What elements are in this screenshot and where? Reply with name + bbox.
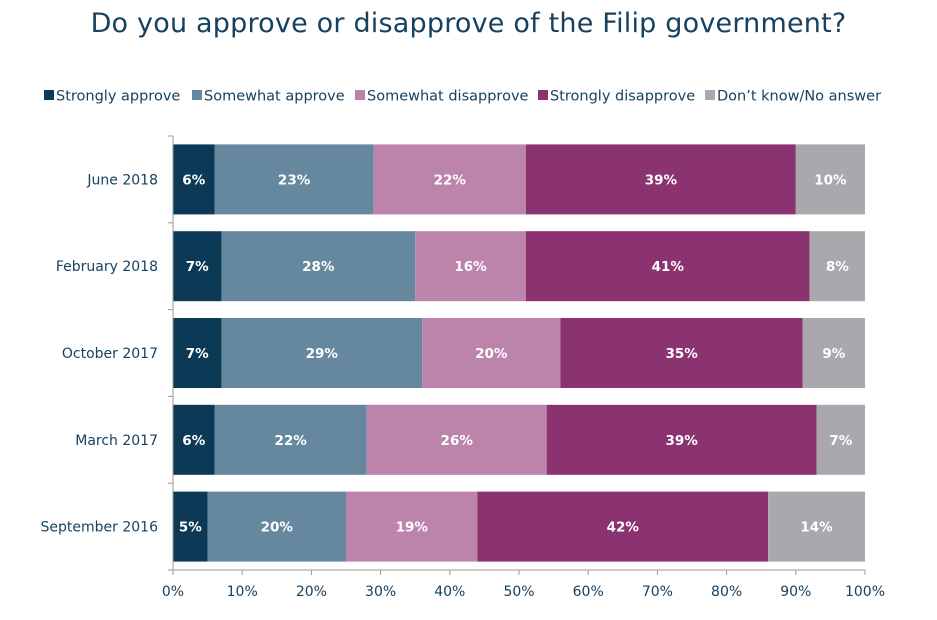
data-label: 29% [306, 346, 339, 362]
data-label: 5% [179, 520, 202, 536]
x-tick-label: 60% [573, 584, 604, 600]
bar-segment [546, 404, 817, 475]
bar-segment [816, 404, 865, 475]
legend-label: Somewhat disapprove [367, 89, 529, 105]
bar-segment [207, 491, 346, 562]
category-label: March 2017 [75, 433, 158, 449]
data-label: 20% [261, 520, 294, 536]
data-label: 16% [454, 259, 487, 275]
bar-segment [809, 231, 865, 302]
bar-segment [214, 144, 374, 215]
bar-segment [415, 231, 526, 302]
data-label: 23% [278, 172, 311, 188]
category-label: September 2016 [41, 520, 159, 536]
bar-row: June 2018 6% 23% 22% 39% 10% [86, 144, 865, 215]
bar-row: February 2018 7% 28% 16% 41% 8% [56, 231, 865, 302]
legend-item: Strongly disapprove [538, 89, 695, 105]
legend-swatch [538, 90, 548, 100]
data-label: 9% [822, 346, 845, 362]
data-label: 22% [274, 433, 307, 449]
bar-segment [768, 491, 865, 562]
bar-row: March 2017 6% 22% 26% 39% 7% [75, 404, 865, 475]
bar-segment [525, 144, 796, 215]
legend-swatch [705, 90, 715, 100]
x-tick-label: 100% [845, 584, 885, 600]
data-label: 41% [652, 259, 685, 275]
x-tick-label: 30% [365, 584, 396, 600]
x-tick-label: 90% [780, 584, 811, 600]
bar-segment [221, 231, 416, 302]
data-label: 19% [396, 520, 429, 536]
axes: 0% 10% 20% 30% 40% 50% 60% 70% 80% 90% 100% [162, 135, 885, 600]
legend-label: Strongly approve [56, 89, 180, 105]
bar-segment [373, 144, 526, 215]
bar-row: October 2017 7% 29% 20% 35% 9% [62, 318, 865, 388]
bar-segment [366, 404, 547, 475]
data-label: 39% [665, 433, 698, 449]
data-label: 7% [186, 259, 209, 275]
bar-segment [214, 404, 367, 475]
data-label: 35% [665, 346, 698, 362]
bar-segment [802, 318, 865, 388]
data-label: 22% [434, 172, 467, 188]
bar-row: September 2016 5% 20% 19% 42% 14% [41, 491, 865, 562]
x-tick-label: 70% [642, 584, 673, 600]
bar-segment [795, 144, 865, 215]
category-label: February 2018 [56, 259, 158, 275]
data-label: 10% [814, 172, 847, 188]
x-tick-label: 20% [296, 584, 327, 600]
legend-swatch [355, 90, 365, 100]
legend-item: Somewhat approve [192, 89, 345, 105]
data-label: 42% [607, 520, 640, 536]
bar-segment [422, 318, 561, 388]
data-label: 14% [800, 520, 833, 536]
data-label: 26% [441, 433, 474, 449]
data-label: 20% [475, 346, 508, 362]
bar-segment [173, 491, 208, 562]
bar-segment [560, 318, 803, 388]
data-label: 6% [182, 433, 205, 449]
data-label: 6% [182, 172, 205, 188]
x-tick-label: 10% [227, 584, 258, 600]
category-label: October 2017 [62, 346, 158, 362]
data-label: 7% [829, 433, 852, 449]
bar-segment [346, 491, 478, 562]
data-label: 7% [186, 346, 209, 362]
x-tick-label: 80% [711, 584, 742, 600]
bars: June 2018 6% 23% 22% 39% 10% February 2018 7% 28… [41, 144, 865, 562]
legend-swatch [44, 90, 54, 100]
bar-segment [173, 144, 215, 215]
x-tick-label: 50% [503, 584, 534, 600]
bar-segment [525, 231, 810, 302]
bar-segment [173, 404, 215, 475]
category-label: June 2018 [86, 172, 158, 188]
legend-swatch [192, 90, 202, 100]
data-label: 28% [302, 259, 335, 275]
chart-title: Do you approve or disapprove of the Fili… [90, 8, 847, 39]
x-tick-label: 40% [434, 584, 465, 600]
bar-segment [221, 318, 423, 388]
bar-segment [173, 231, 222, 302]
data-label: 39% [645, 172, 678, 188]
legend-item: Somewhat disapprove [355, 89, 529, 105]
legend-label: Somewhat approve [204, 89, 345, 105]
legend-item: Strongly approve [44, 89, 180, 105]
bar-segment [173, 318, 222, 388]
bar-segment [477, 491, 769, 562]
legend-item: Don’t know/No answer [705, 89, 881, 105]
legend: Strongly approve Somewhat approve Somewhat… [44, 89, 881, 105]
x-tick-label: 0% [162, 584, 184, 600]
legend-label: Don’t know/No answer [717, 89, 881, 105]
data-label: 8% [826, 259, 849, 275]
legend-label: Strongly disapprove [550, 89, 695, 105]
